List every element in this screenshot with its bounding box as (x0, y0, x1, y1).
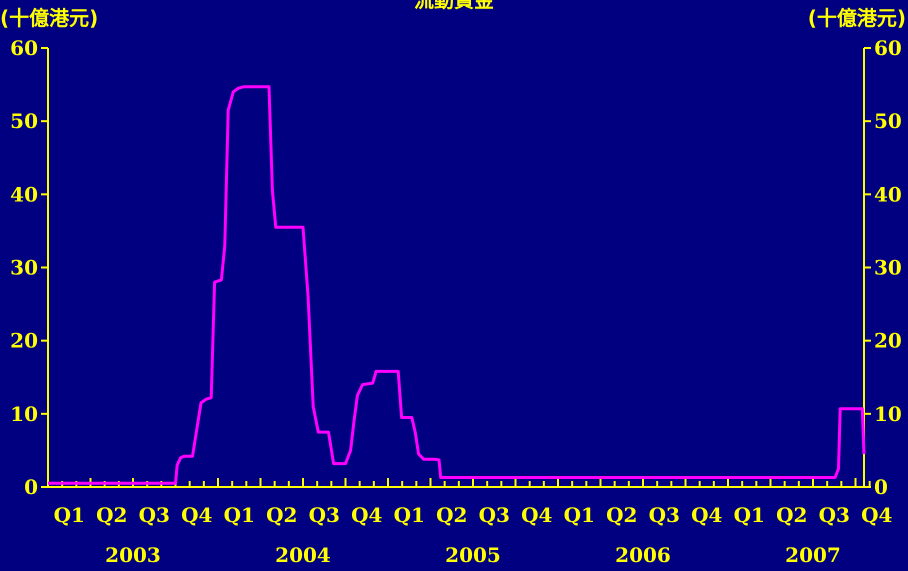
liquidity-series-line (48, 85, 866, 485)
x-quarter-label: Q1 (54, 503, 85, 527)
y-tick-label-left: 60 (10, 36, 38, 60)
x-quarter-label: Q2 (776, 503, 807, 527)
y-tick-label-right: 10 (874, 402, 902, 426)
y-axis-left-unit: (十億港元) (0, 6, 99, 30)
y-axis-right-unit: (十億港元) (807, 6, 906, 30)
y-tick-label-left: 0 (24, 475, 38, 499)
y-tick-label-right: 30 (874, 256, 902, 280)
x-year-label: 2006 (615, 543, 671, 567)
x-quarter-label: Q1 (224, 503, 255, 527)
x-quarter-label: Q3 (819, 503, 850, 527)
x-quarter-label: Q3 (649, 503, 680, 527)
axis-ticks (41, 47, 871, 488)
y-tick-label-left: 10 (10, 402, 38, 426)
x-quarter-label: Q1 (394, 503, 425, 527)
x-quarter-label: Q3 (139, 503, 170, 527)
x-year-label: 2007 (785, 543, 841, 567)
y-tick-label-left: 40 (10, 182, 38, 206)
y-tick-label-right: 40 (874, 182, 902, 206)
x-year-label: 2005 (445, 543, 501, 567)
x-year-label: 2003 (105, 543, 161, 567)
x-quarter-label: Q4 (351, 503, 382, 527)
x-quarter-label: Q4 (521, 503, 552, 527)
y-tick-label-right: 50 (874, 109, 902, 133)
y-tick-label-left: 20 (10, 329, 38, 353)
x-quarter-label: Q3 (309, 503, 340, 527)
y-tick-label-left: 30 (10, 256, 38, 280)
x-quarter-label: Q1 (734, 503, 765, 527)
y-tick-label-right: 60 (874, 36, 902, 60)
y-tick-label-right: 0 (874, 475, 888, 499)
x-year-label: 2004 (275, 543, 331, 567)
chart-title: 流動資金 (414, 0, 494, 12)
x-quarter-label: Q4 (861, 503, 892, 527)
y-tick-label-left: 50 (10, 109, 38, 133)
x-quarter-label: Q1 (564, 503, 595, 527)
x-quarter-label: Q2 (606, 503, 637, 527)
x-quarter-label: Q2 (266, 503, 297, 527)
x-quarter-label: Q2 (96, 503, 127, 527)
x-quarter-label: Q4 (691, 503, 722, 527)
y-tick-label-right: 20 (874, 329, 902, 353)
x-quarter-label: Q3 (479, 503, 510, 527)
tick-labels: 0 0 10 10 20 20 30 30 40 40 50 50 60 60 Q1 Q2 Q3 Q4 Q1 Q2 Q3… (10, 36, 902, 567)
x-quarter-label: Q2 (436, 503, 467, 527)
x-quarter-label: Q4 (181, 503, 212, 527)
